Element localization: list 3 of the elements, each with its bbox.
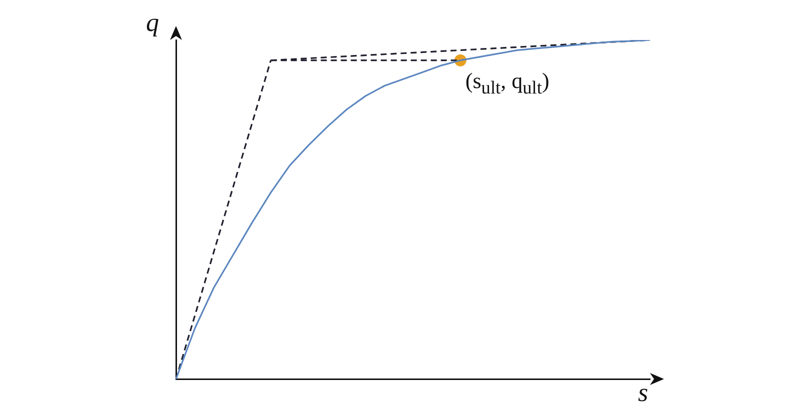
x-axis-title: s <box>638 378 648 407</box>
y-axis-title: q <box>146 8 159 37</box>
annotation: (s$_{ult}$, q$_{ult}$) <box>465 68 550 98</box>
